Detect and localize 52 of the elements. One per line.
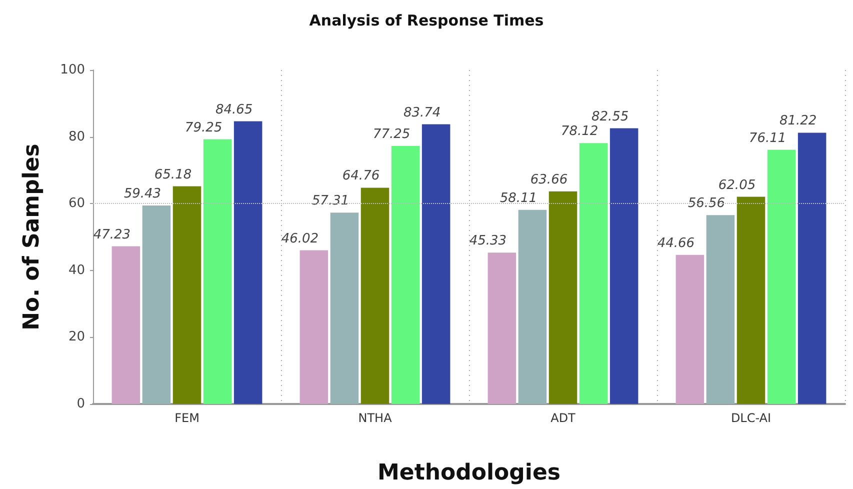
y-tick-label: 100	[60, 62, 85, 78]
bar	[610, 128, 638, 404]
bar	[518, 210, 547, 404]
data-label: 79.25	[184, 120, 222, 136]
bar	[736, 196, 766, 404]
bar	[798, 132, 826, 404]
bar	[488, 252, 516, 404]
x-tick-label: DLC-AI	[730, 411, 772, 425]
chart-title: Analysis of Response Times	[309, 12, 544, 30]
bar	[172, 186, 202, 404]
bar	[579, 143, 608, 404]
data-label: 58.11	[500, 190, 538, 206]
bar	[234, 121, 262, 404]
data-label: 59.43	[124, 186, 162, 202]
x-tick-label: ADT	[550, 411, 576, 425]
bar	[112, 246, 140, 404]
bar	[422, 124, 450, 404]
data-label: 62.05	[718, 178, 756, 193]
data-label: 45.33	[469, 234, 507, 249]
data-label: 83.74	[403, 105, 441, 120]
x-tick-label: FEM	[174, 411, 200, 425]
y-tick-label: 40	[68, 262, 85, 278]
data-label: 63.66	[530, 172, 568, 188]
bar	[676, 254, 704, 404]
x-axis-title: Methodologies	[378, 460, 560, 486]
y-tick-label: 60	[68, 196, 85, 212]
bar	[706, 215, 735, 404]
y-tick-label: 80	[68, 129, 85, 144]
bar	[548, 191, 578, 404]
bar	[330, 212, 359, 404]
bar	[767, 150, 796, 404]
bar	[203, 139, 232, 404]
data-label: 47.23	[93, 227, 131, 242]
bar	[300, 250, 328, 404]
data-label: 82.55	[591, 109, 629, 124]
data-label: 44.66	[657, 236, 695, 251]
bar	[391, 146, 420, 404]
x-tick-label: NTHA	[358, 411, 393, 425]
data-label: 46.02	[281, 231, 319, 246]
data-label: 81.22	[779, 114, 817, 129]
y-axis-title: No. of Samples	[20, 144, 44, 330]
bar	[360, 188, 390, 404]
data-label: 64.76	[342, 168, 380, 184]
data-label: 78.12	[560, 124, 598, 140]
data-label: 84.65	[215, 102, 253, 118]
data-label: 77.25	[372, 126, 410, 142]
data-label: 65.18	[154, 167, 192, 182]
data-label: 56.56	[688, 196, 726, 212]
data-label: 76.11	[748, 130, 786, 146]
bar	[142, 206, 171, 404]
y-tick-label: 20	[68, 330, 85, 345]
y-tick-label: 0	[76, 396, 85, 412]
